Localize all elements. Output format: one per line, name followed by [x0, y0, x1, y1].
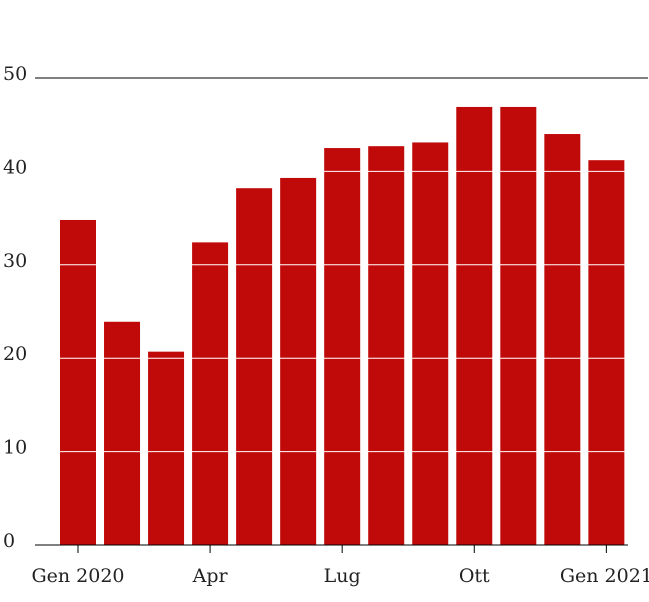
y-tick-labels: 0 10 20 30 40 50	[3, 63, 27, 552]
bar-1	[104, 321, 141, 545]
x-tick-labels: Gen 2020 Apr Lug Ott Gen 2021	[31, 565, 649, 587]
x-tick-label-4: Gen 2021	[560, 565, 649, 587]
bar-7	[368, 146, 405, 545]
y-tick-label-2: 20	[3, 343, 27, 365]
x-tick-label-0: Gen 2020	[31, 565, 124, 587]
bar-11	[544, 134, 581, 546]
bar-6	[324, 148, 361, 546]
y-tick-label-3: 30	[3, 250, 27, 272]
y-tick-label-1: 10	[3, 437, 27, 459]
bar-10	[500, 106, 537, 545]
bar-4	[236, 188, 273, 545]
bar-2	[148, 351, 185, 545]
gridlines-over-bars	[35, 170, 648, 453]
bar-3	[192, 242, 229, 545]
bar-0	[60, 219, 96, 545]
x-axis	[35, 544, 628, 553]
y-tick-label-0: 0	[3, 530, 15, 552]
y-tick-label-4: 40	[3, 156, 27, 178]
y-tick-label-5: 50	[3, 63, 27, 85]
x-tick-label-1: Apr	[192, 565, 229, 587]
bar-9	[456, 106, 493, 545]
bar-5	[280, 177, 317, 545]
x-tick-label-3: Ott	[459, 565, 490, 587]
bars	[60, 106, 625, 546]
bar-12	[588, 160, 625, 545]
x-tick-label-2: Lug	[324, 565, 361, 587]
bar-8	[412, 142, 449, 545]
